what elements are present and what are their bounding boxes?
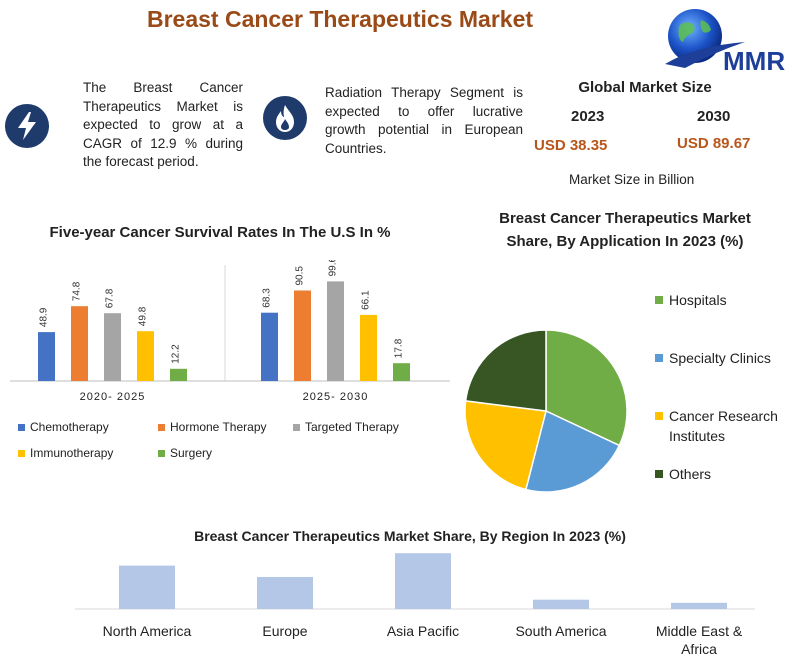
region-labels: North America Europe Asia Pacific South Ame… bbox=[75, 622, 755, 662]
bar-targeted-therapy-2 bbox=[327, 281, 344, 381]
legend-specialty-clinics: Specialty Clinics bbox=[655, 348, 794, 368]
data-label-hormone-therapy-1: 74.8 bbox=[72, 281, 83, 301]
legend-label: Others bbox=[669, 466, 712, 482]
data-label-immunotherapy-2: 66.1 bbox=[361, 290, 372, 310]
survival-chart-title: Five-year Cancer Survival Rates In The U… bbox=[49, 224, 391, 241]
legend-swatch bbox=[655, 470, 663, 478]
bar-north-america bbox=[119, 565, 175, 609]
pie-slice-others bbox=[464, 329, 547, 412]
application-pie-chart bbox=[464, 329, 628, 493]
group-label: 2025- 2030 bbox=[303, 391, 369, 403]
value-2030: USD 89.67 bbox=[677, 135, 751, 152]
market-size-unit: Market Size in Billion bbox=[569, 172, 695, 187]
cagr-text: The Breast Cancer Therapeutics Market is… bbox=[83, 80, 243, 169]
legend-label: Surgery bbox=[170, 446, 213, 460]
legend-swatch bbox=[655, 412, 663, 420]
legend-swatch bbox=[18, 449, 25, 457]
legend-hospitals: Hospitals bbox=[655, 290, 794, 310]
bar-targeted-therapy-1 bbox=[104, 313, 121, 381]
year-2023: 2023 bbox=[571, 108, 605, 125]
data-label-surgery-2: 17.8 bbox=[394, 338, 405, 358]
legend-chemotherapy: Chemotherapy bbox=[18, 420, 109, 434]
legend-swatch bbox=[18, 423, 25, 431]
legend-label: Specialty Clinics bbox=[669, 350, 771, 366]
bar-chemotherapy-2 bbox=[261, 312, 278, 381]
region-label-middle-east-africa: Middle East & Africa bbox=[655, 623, 743, 657]
page-title: Breast Cancer Therapeutics Market bbox=[146, 6, 534, 32]
legend-swatch bbox=[158, 423, 165, 431]
pie-slice-specialty-clinics bbox=[524, 409, 621, 493]
data-label-immunotherapy-1: 49.8 bbox=[138, 306, 149, 326]
legend-swatch bbox=[655, 296, 663, 304]
legend-swatch bbox=[655, 354, 663, 362]
region-label-north-america: North America bbox=[102, 623, 192, 639]
data-label-chemotherapy-2: 68.3 bbox=[262, 288, 273, 308]
bar-surgery-2 bbox=[393, 363, 410, 381]
year-2030: 2030 bbox=[697, 108, 731, 125]
region-chart-title: Breast Cancer Therapeutics Market Share,… bbox=[194, 528, 626, 544]
bar-chemotherapy-1 bbox=[38, 332, 55, 381]
data-label-targeted-therapy-1: 67.8 bbox=[105, 288, 116, 308]
bar-immunotherapy-1 bbox=[137, 331, 154, 381]
legend-label: Immunotherapy bbox=[30, 446, 114, 460]
legend-label: Targeted Therapy bbox=[305, 420, 399, 434]
legend-immunotherapy: Immunotherapy bbox=[18, 446, 113, 460]
legend-swatch bbox=[293, 423, 300, 431]
globe-icon: MMR bbox=[665, 9, 785, 76]
pie-slice-hospitals bbox=[545, 329, 628, 447]
market-size-title: Global Market Size bbox=[578, 79, 712, 96]
legend-label: Hospitals bbox=[669, 292, 727, 308]
bar-middle-east-africa bbox=[671, 602, 727, 609]
legend-others: Others bbox=[655, 464, 794, 484]
bar-hormone-therapy-1 bbox=[71, 306, 88, 381]
legend-cancer-research-institutes: Cancer Research Institutes bbox=[655, 406, 794, 446]
bar-surgery-1 bbox=[170, 368, 187, 381]
application-chart-title: Breast Cancer Therapeutics Market Share,… bbox=[499, 210, 751, 250]
region-label-south-america: South America bbox=[515, 623, 607, 639]
legend-hormone-therapy: Hormone Therapy bbox=[158, 420, 267, 434]
survival-bar-chart: 48.9 74.8 67.8 49.8 12.2 2020- 2025 68.3 90.5 99… bbox=[10, 260, 450, 403]
radiation-text: Radiation Therapy Segment is expected to… bbox=[325, 85, 523, 156]
mmr-logo: MMR bbox=[655, 6, 795, 86]
bar-europe bbox=[257, 576, 313, 609]
legend-label: Chemotherapy bbox=[30, 420, 109, 434]
value-2023: USD 38.35 bbox=[534, 137, 608, 154]
legend-swatch bbox=[158, 449, 165, 457]
bar-asia-pacific bbox=[395, 553, 451, 609]
data-label-chemotherapy-1: 48.9 bbox=[39, 307, 50, 327]
region-label-europe: Europe bbox=[262, 623, 308, 639]
legend-label: Cancer Research Institutes bbox=[669, 408, 778, 444]
legend-surgery: Surgery bbox=[158, 446, 212, 460]
bar-south-america bbox=[533, 599, 589, 609]
region-bar-chart bbox=[75, 553, 755, 610]
data-label-targeted-therapy-2: 99.6 bbox=[328, 260, 339, 276]
bar-immunotherapy-2 bbox=[360, 314, 377, 381]
lightning-icon bbox=[5, 104, 49, 148]
region-label-asia-pacific: Asia Pacific bbox=[386, 623, 460, 639]
group-label: 2020- 2025 bbox=[80, 391, 146, 403]
pie-slice-cancer-research-institutes bbox=[464, 400, 547, 491]
data-label-hormone-therapy-2: 90.5 bbox=[295, 266, 306, 286]
logo-text: MMR bbox=[723, 46, 785, 76]
data-label-surgery-1: 12.2 bbox=[171, 344, 182, 364]
flame-icon bbox=[263, 96, 307, 140]
legend-label: Hormone Therapy bbox=[170, 420, 267, 434]
legend-targeted-therapy: Targeted Therapy bbox=[293, 420, 399, 434]
bar-hormone-therapy-2 bbox=[294, 290, 311, 381]
